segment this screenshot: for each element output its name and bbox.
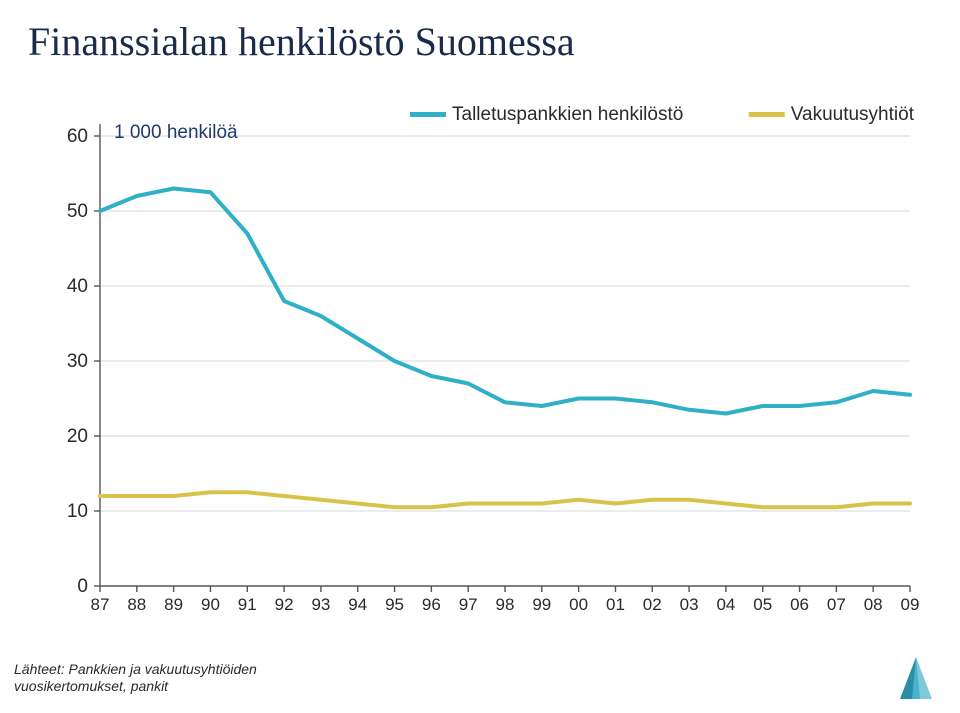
legend-swatch [410, 112, 446, 117]
y-tick-label: 0 [77, 576, 88, 597]
x-tick-label: 99 [532, 595, 551, 614]
legend-label: Vakuutusyhtiöt [791, 104, 915, 125]
source-footnote: Lähteet: Pankkien ja vakuutusyhtiöiden v… [14, 661, 257, 695]
line-chart: 0102030405060878889909192939495969798990… [20, 96, 920, 616]
x-tick-label: 04 [716, 595, 735, 614]
x-tick-label: 06 [790, 595, 809, 614]
page-title: Finanssialan henkilöstö Suomessa [28, 18, 575, 65]
x-tick-label: 93 [311, 595, 330, 614]
x-tick-label: 89 [164, 595, 183, 614]
x-tick-label: 98 [496, 595, 515, 614]
series-line [100, 189, 910, 414]
series-line [100, 492, 910, 507]
legend-label: Talletuspankkien henkilöstö [452, 104, 683, 125]
x-tick-label: 90 [201, 595, 220, 614]
x-tick-label: 95 [385, 595, 404, 614]
y-tick-label: 50 [67, 201, 88, 222]
x-tick-label: 05 [753, 595, 772, 614]
x-tick-label: 91 [238, 595, 257, 614]
chart-panel: 0102030405060878889909192939495969798990… [0, 86, 960, 713]
x-tick-label: 09 [901, 595, 920, 614]
y-tick-label: 30 [67, 351, 88, 372]
footer-line-1: Lähteet: Pankkien ja vakuutusyhtiöiden [14, 661, 257, 677]
x-tick-label: 08 [864, 595, 883, 614]
legend-swatch [749, 112, 785, 117]
footer-line-2: vuosikertomukset, pankit [14, 678, 168, 694]
x-tick-label: 87 [91, 595, 110, 614]
x-tick-label: 02 [643, 595, 662, 614]
y-tick-label: 60 [67, 126, 88, 147]
x-tick-label: 03 [680, 595, 699, 614]
x-tick-label: 96 [422, 595, 441, 614]
x-tick-label: 97 [459, 595, 478, 614]
x-tick-label: 88 [127, 595, 146, 614]
y-tick-label: 40 [67, 276, 88, 297]
x-tick-label: 92 [275, 595, 294, 614]
x-tick-label: 01 [606, 595, 625, 614]
x-tick-label: 07 [827, 595, 846, 614]
y-axis-title: 1 000 henkilöä [114, 122, 238, 143]
slide: Finanssialan henkilöstö Suomessa 0102030… [0, 0, 960, 713]
x-tick-label: 94 [348, 595, 367, 614]
brand-logo-icon [894, 655, 938, 699]
title-band: Finanssialan henkilöstö Suomessa [0, 0, 960, 86]
x-tick-label: 00 [569, 595, 588, 614]
y-tick-label: 20 [67, 426, 88, 447]
y-tick-label: 10 [67, 501, 88, 522]
